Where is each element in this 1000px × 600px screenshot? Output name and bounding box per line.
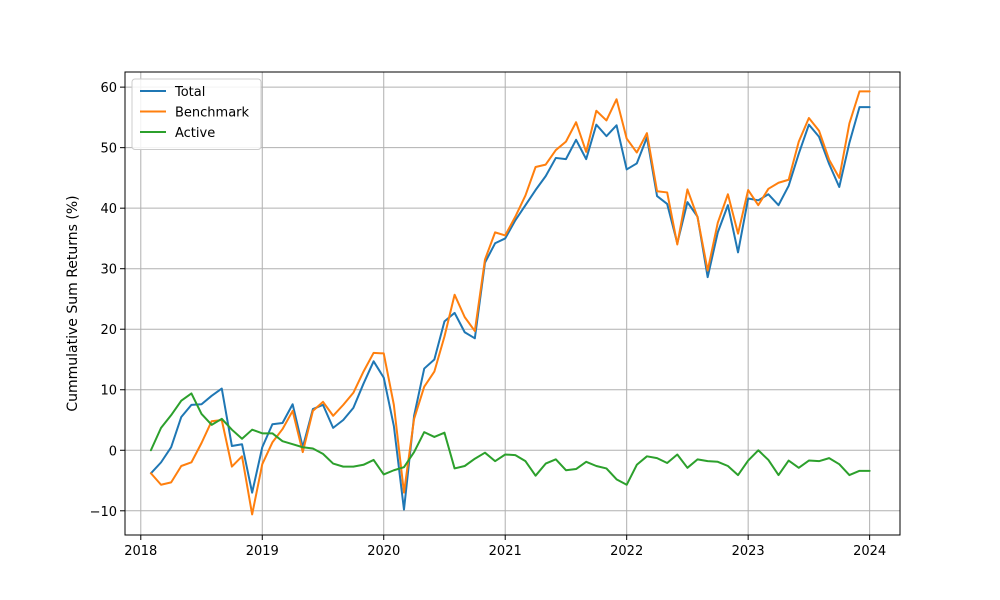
y-tick-label: 0	[109, 444, 117, 459]
x-tick-label: 2021	[489, 544, 522, 559]
legend-label-benchmark: Benchmark	[175, 106, 250, 121]
x-tick-label: 2018	[124, 544, 157, 559]
y-tick-label: 50	[100, 142, 117, 157]
series-lines	[149, 90, 871, 516]
y-tick-label: 10	[100, 384, 117, 399]
y-tick-label: 40	[100, 202, 117, 217]
series-line-total	[149, 106, 871, 511]
legend: Total Benchmark Active	[131, 78, 262, 150]
y-tick-label: 60	[100, 81, 117, 96]
x-tick-label: 2022	[610, 544, 643, 559]
x-tick-label: 2020	[367, 544, 400, 559]
y-tick-label: 20	[100, 323, 117, 338]
x-tick-label: 2023	[732, 544, 765, 559]
legend-label-total: Total	[174, 85, 205, 100]
series-line-active	[149, 392, 871, 486]
y-tick-label: −10	[90, 505, 117, 520]
y-axis-label: Cummulative Sum Returns (%)	[65, 195, 81, 411]
y-axis: −10 0 10 20 30 40 50 60	[90, 81, 125, 520]
grid-lines	[125, 72, 900, 535]
y-tick-label: 30	[100, 263, 117, 278]
legend-label-active: Active	[175, 126, 215, 141]
x-axis: 2018 2019 2020 2021 2022 2023 2024	[124, 535, 886, 559]
x-tick-label: 2024	[853, 544, 886, 559]
series-line-benchmark	[149, 90, 871, 516]
x-tick-label: 2019	[246, 544, 279, 559]
plot-area-frame	[124, 71, 901, 536]
